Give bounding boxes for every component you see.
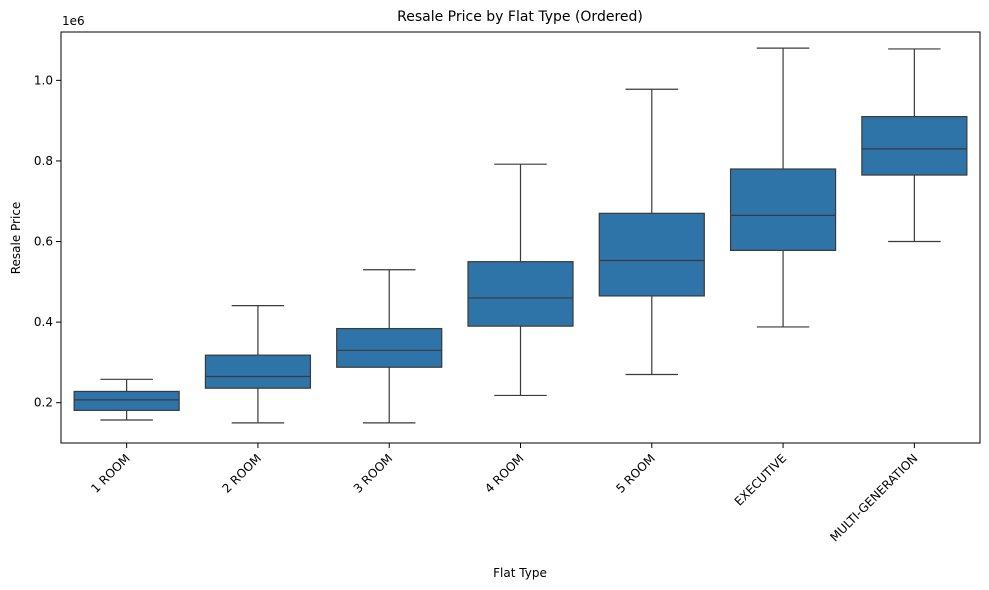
chart-title: Resale Price by Flat Type (Ordered) — [397, 9, 643, 25]
y-tick-label: 0.4 — [34, 315, 53, 329]
x-tick-label: 5 ROOM — [613, 451, 658, 496]
x-tick-label: MULTI-GENERATION — [827, 451, 920, 544]
boxes-group — [73, 47, 968, 424]
y-tick-label: 1.0 — [34, 73, 53, 87]
box-iqr — [861, 116, 968, 176]
x-tick-label: 4 ROOM — [482, 451, 527, 496]
y-tick-label: 0.2 — [34, 396, 53, 410]
box-iqr — [467, 261, 574, 327]
x-tick-label: 2 ROOM — [219, 451, 264, 496]
box-3 — [336, 269, 443, 424]
x-tick-label: 1 ROOM — [88, 451, 133, 496]
y-tick-label: 0.6 — [34, 235, 53, 249]
x-axis-label: Flat Type — [493, 566, 547, 580]
box-6 — [729, 47, 837, 328]
box-4 — [467, 163, 574, 397]
box-iqr — [204, 354, 312, 389]
box-7 — [861, 48, 968, 243]
y-axis-offset-label: 1e6 — [62, 14, 85, 28]
box-5 — [598, 88, 705, 376]
y-tick-label: 0.8 — [34, 154, 53, 168]
y-axis: 0.2 0.4 0.6 0.8 1.0 — [34, 73, 61, 410]
x-tick-label: EXECUTIVE — [732, 451, 789, 508]
box-2 — [204, 304, 312, 424]
box-iqr — [73, 390, 180, 411]
box-1 — [73, 378, 180, 421]
x-tick-label: 3 ROOM — [351, 451, 396, 496]
x-axis: 1 ROOM 2 ROOM 3 ROOM 4 ROOM 5 ROOM EXECUTIVE M… — [88, 443, 920, 544]
box-iqr — [729, 168, 837, 251]
box-iqr — [598, 212, 705, 297]
y-axis-label: Resale Price — [9, 202, 23, 275]
box-iqr — [336, 327, 443, 368]
